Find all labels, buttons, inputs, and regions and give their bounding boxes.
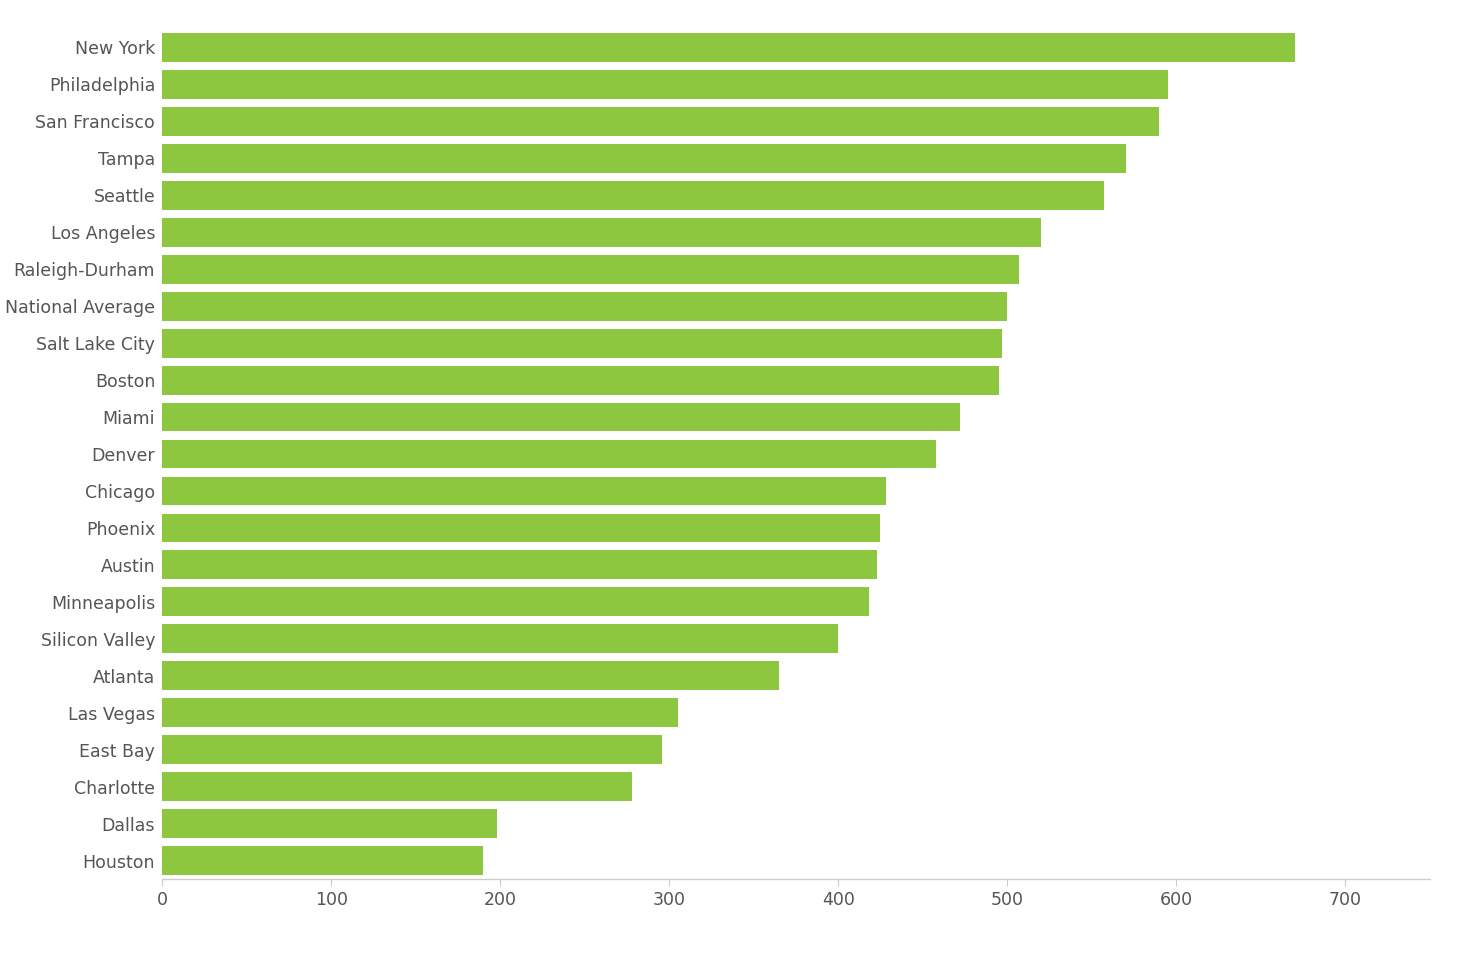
Bar [162, 144, 1126, 173]
Bar [162, 33, 1294, 62]
Bar [162, 292, 1007, 321]
Bar [162, 107, 1160, 136]
Bar [162, 366, 999, 394]
Bar [162, 70, 1167, 99]
Bar [162, 181, 1104, 210]
Bar [162, 810, 497, 838]
Bar [162, 735, 662, 764]
Bar [162, 551, 877, 580]
Bar [162, 624, 839, 653]
Bar [162, 440, 936, 469]
Bar [162, 662, 780, 690]
Bar [162, 218, 1041, 246]
Bar [162, 846, 483, 875]
Bar [162, 514, 880, 542]
Bar [162, 587, 868, 616]
Bar [162, 255, 1019, 284]
Bar [162, 772, 632, 801]
Bar [162, 698, 678, 727]
Bar [162, 476, 886, 505]
Bar [162, 328, 1002, 357]
Bar [162, 403, 960, 432]
